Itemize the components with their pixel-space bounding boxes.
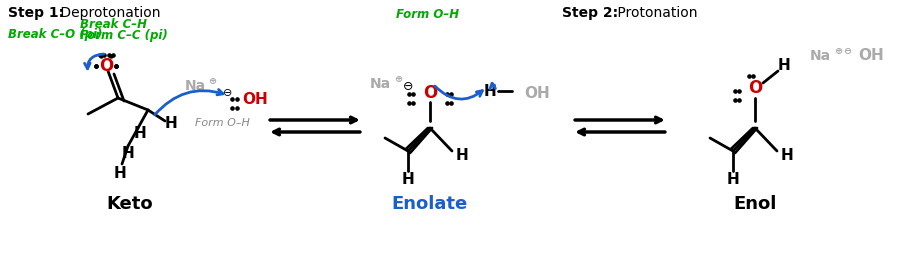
Text: Deprotonation: Deprotonation (56, 6, 160, 20)
Text: Na: Na (369, 77, 390, 91)
Text: Enolate: Enolate (392, 195, 467, 213)
Text: Step 2:: Step 2: (561, 6, 618, 20)
Text: Protonation: Protonation (612, 6, 697, 20)
Text: Na: Na (809, 49, 830, 63)
Text: ⊕: ⊕ (394, 74, 402, 84)
Text: ⊕: ⊕ (833, 46, 841, 56)
Text: H: H (726, 171, 739, 187)
Text: ⊖: ⊖ (403, 79, 413, 92)
Text: H: H (114, 166, 127, 181)
Text: Break C–H: Break C–H (80, 18, 147, 31)
Text: O: O (98, 57, 113, 75)
Text: OH: OH (241, 92, 268, 107)
Text: H: H (401, 171, 414, 187)
Text: H: H (134, 126, 146, 142)
Text: Form C–C (pi): Form C–C (pi) (80, 29, 168, 42)
Text: Form O–H: Form O–H (195, 118, 250, 128)
Text: OH: OH (524, 86, 549, 102)
Text: Step 1:: Step 1: (8, 6, 64, 20)
Text: H: H (121, 147, 134, 161)
Text: H: H (165, 116, 177, 131)
Text: Keto: Keto (107, 195, 153, 213)
Text: O: O (747, 79, 762, 97)
Text: Enol: Enol (732, 195, 776, 213)
Text: ⊕: ⊕ (208, 76, 216, 86)
Text: ⊖: ⊖ (223, 88, 232, 98)
Text: H: H (777, 59, 790, 73)
Text: H: H (483, 84, 496, 99)
Text: Form O–H: Form O–H (396, 8, 459, 21)
Text: O: O (423, 84, 436, 102)
Text: Na: Na (184, 79, 205, 93)
Text: OH: OH (857, 49, 883, 63)
Text: ⊖: ⊖ (842, 46, 850, 56)
Text: Break C–O (pi): Break C–O (pi) (8, 28, 102, 41)
Text: H: H (456, 148, 468, 163)
Text: H: H (780, 148, 793, 163)
